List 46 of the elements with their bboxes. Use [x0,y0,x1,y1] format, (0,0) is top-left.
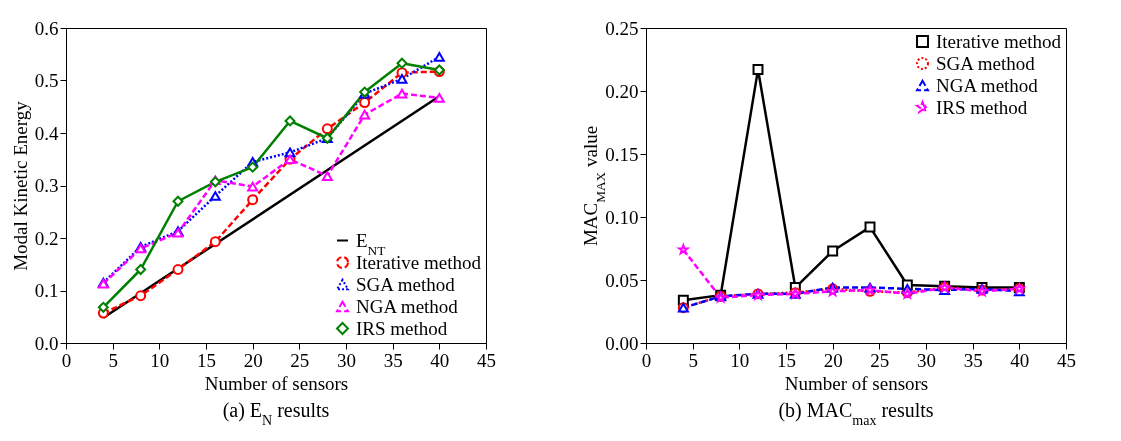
legend-label: E$_{NT}$ [356,229,386,257]
y-axis-title: Modal Kinetic Energy [9,100,31,271]
y-tick-label: 0.0 [34,332,59,354]
x-tick-label: 25 [290,349,310,371]
legend-label: NGA method [936,74,1039,96]
x-tick-label: 45 [1057,349,1076,371]
legend-label: SGA method [936,52,1036,74]
y-tick-label: 0.1 [34,280,59,301]
y-tick-label: 0.05 [605,269,639,291]
x-tick-label: 15 [197,349,216,371]
x-tick-label: 10 [730,349,750,371]
x-tick-label: 15 [777,349,796,371]
y-tick-label: 0.20 [605,80,639,102]
y-tick-label: 0.10 [605,206,639,228]
x-tick-label: 10 [150,349,170,371]
x-tick-label: 40 [430,349,450,371]
legend-label: NGA method [356,295,459,317]
y-tick-label: 0.5 [34,70,59,91]
y-tick-label: 0.15 [605,143,639,165]
x-tick-label: 0 [641,349,652,371]
x-tick-label: 20 [243,349,263,371]
y-tick-label: 0.6 [34,17,59,39]
x-tick-label: 5 [688,349,698,371]
y-tick-label: 0.00 [605,332,639,354]
legend-label: IRS method [356,317,448,339]
y-tick-label: 0.2 [34,227,59,249]
x-axis-title: Number of sensors [204,372,349,394]
y-tick-label: 0.25 [605,17,639,39]
x-tick-label: 0 [61,349,72,371]
x-tick-label: 25 [870,349,890,371]
text: (a) E$_{N}$ results [222,399,330,428]
x-tick-label: 30 [337,349,356,371]
legend-label: IRS method [936,96,1028,118]
text: (b) MAC$_{max}$ results [778,399,934,428]
y-tick-label: 0.3 [34,175,59,196]
x-axis-title: Number of sensors [784,372,929,394]
x-tick-label: 30 [917,349,936,371]
x-tick-label: 35 [963,349,983,371]
x-tick-label: 5 [108,349,118,371]
legend-label: Iterative method [936,30,1062,52]
x-tick-label: 35 [383,349,403,371]
x-tick-label: 45 [477,349,496,371]
legend-label: SGA method [356,273,456,295]
y-tick-label: 0.4 [34,122,59,144]
x-tick-label: 20 [823,349,843,371]
x-tick-label: 40 [1010,349,1030,371]
